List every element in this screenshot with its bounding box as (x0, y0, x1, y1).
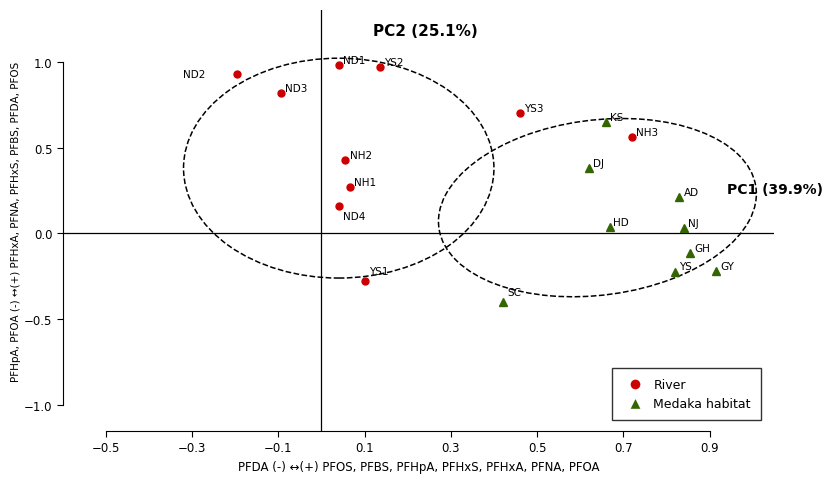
Text: ND2: ND2 (183, 70, 205, 79)
Text: YS: YS (680, 262, 692, 272)
Text: KS: KS (610, 112, 623, 122)
Legend: River, Medaka habitat: River, Medaka habitat (612, 368, 761, 421)
Text: PC1 (39.9%): PC1 (39.9%) (727, 182, 823, 197)
Text: YS1: YS1 (369, 267, 389, 277)
Text: PC2 (25.1%): PC2 (25.1%) (373, 24, 478, 39)
Text: YS3: YS3 (524, 104, 544, 114)
X-axis label: PFDA (-) ↔(+) PFOS, PFBS, PFHpA, PFHxS, PFHxA, PFNA, PFOA: PFDA (-) ↔(+) PFOS, PFBS, PFHpA, PFHxS, … (238, 460, 599, 473)
Text: NJ: NJ (688, 219, 699, 229)
Text: DJ: DJ (593, 159, 604, 169)
Text: GH: GH (695, 243, 711, 254)
Text: HD: HD (613, 217, 628, 227)
Text: NH3: NH3 (636, 128, 659, 138)
Y-axis label: PFHpA, PFOA (-) ↔(+) PFHxA, PFNA, PFHxS, PFBS, PFDA, PFOS: PFHpA, PFOA (-) ↔(+) PFHxA, PFNA, PFHxS,… (11, 61, 21, 381)
Text: ND1: ND1 (343, 56, 365, 66)
Text: GY: GY (721, 262, 734, 272)
Text: SC: SC (507, 287, 521, 297)
Text: YS2: YS2 (384, 58, 404, 68)
Text: AD: AD (684, 188, 699, 198)
Text: ND3: ND3 (285, 83, 308, 93)
Text: NH2: NH2 (349, 150, 371, 160)
Text: NH1: NH1 (354, 178, 376, 188)
Text: ND4: ND4 (343, 212, 365, 222)
